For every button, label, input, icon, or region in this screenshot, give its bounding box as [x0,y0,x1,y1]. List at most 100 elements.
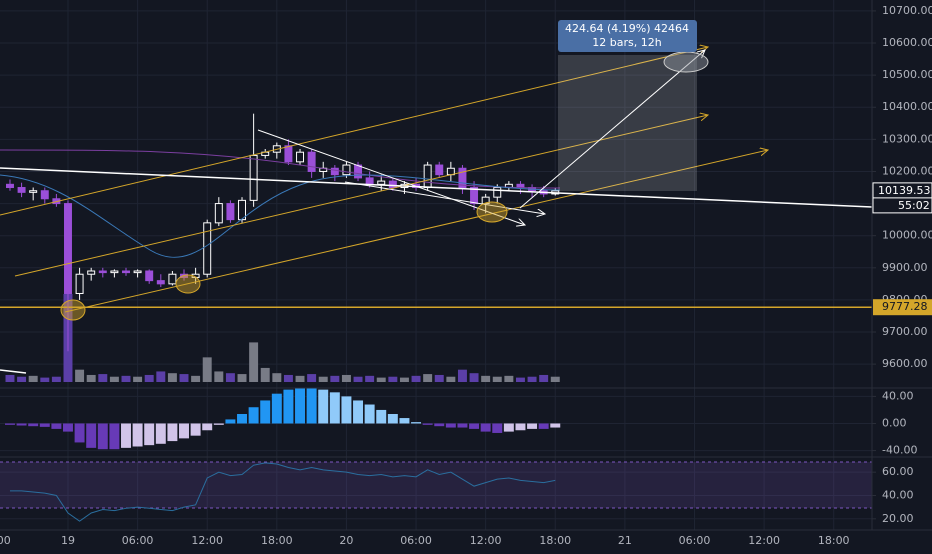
volume-bar [109,376,119,382]
y-tick-label: 10400.00 [882,100,932,113]
volume-bar [307,374,317,382]
candle-body [249,154,258,201]
trend-line [0,167,872,208]
macd-bar [492,423,503,433]
macd-bar [457,423,468,428]
candle-body [5,183,14,189]
candle-body [493,187,502,198]
candle-body [470,187,479,205]
macd-bar [341,396,352,424]
macd-bar [318,389,329,424]
volume-bar [191,375,201,382]
macd-bar [376,409,387,424]
x-tick-label: 18:00 [818,534,850,547]
volume-bar [365,375,375,382]
macd-bar [283,389,294,424]
x-tick-label: 20 [339,534,353,547]
candle-body [168,273,177,285]
volume-bar [388,376,398,382]
y-tick-label: 20.00 [882,512,914,525]
macd-bar [445,423,456,428]
macd-bar [97,423,108,450]
volume-bar [469,373,479,382]
macd-bar [527,423,538,429]
candle-body [365,177,374,185]
candle-body [40,190,49,200]
y-tick-label: 10600.00 [882,36,932,49]
volume-bar [272,373,282,382]
macd-bar [260,400,271,424]
volume-bar [17,376,27,382]
macd-bar [237,414,247,424]
candle-body [17,187,26,193]
candle-body [87,270,96,275]
volume-bar [202,357,212,382]
volume-bar [249,342,259,382]
trend-arrow [257,129,525,225]
macd-bar [155,423,166,444]
macd-bar [271,393,282,424]
candle-body [423,164,432,189]
rsi-band [0,462,872,508]
volume-bar [225,373,235,382]
macd-bar [144,423,155,446]
volume-bar [515,377,525,382]
x-tick-label: 12:00 [191,534,223,547]
volume-bar [399,377,409,382]
volume-bar [51,376,61,382]
volume-bar [98,374,108,382]
candle-body [133,270,142,274]
volume-bar [318,376,328,382]
candle-body [296,151,305,163]
candle-body [354,164,363,179]
macd-bar [411,422,422,424]
macd-bar [4,423,15,425]
highlight [60,299,86,321]
measure-box [558,55,697,191]
macd-bar [248,407,259,424]
candle-body [238,199,246,221]
candle-body [29,190,38,193]
volume-bar [527,376,537,382]
volume-bar [411,375,421,382]
y-tick-label: 40.00 [882,389,914,402]
macd-bar [480,423,491,432]
volume-bar [457,369,467,382]
measure-sub: 12 bars, 12h [592,36,661,49]
axes: 8:00 19 06:00 12:00 18:00 20 06:00 12:00 18:00 21… [0,4,932,547]
highlight [663,51,709,73]
moving-average [0,149,561,189]
macd-bar [109,423,120,450]
x-tick-label: 19 [61,534,75,547]
volume-bar [75,369,85,382]
volume-bar [341,374,351,382]
candle-body [226,203,235,221]
y-tick-label: 9900.00 [882,261,928,274]
volume-bar [167,373,177,382]
macd-bar [306,388,317,424]
macd-bar [74,423,85,443]
macd-bar [190,423,201,436]
y-tick-label: 10200.00 [882,164,932,177]
x-tick-label: 21 [618,534,632,547]
volume-bar [504,375,514,382]
volume-bar [481,375,491,382]
y-tick-label: 60.00 [882,465,914,478]
volume-bar [133,376,143,382]
volume-bar [260,367,270,382]
level-price-label: 9777.28 [882,300,928,313]
volume-bar [144,374,154,382]
macd-bar [538,423,549,429]
x-tick-label: 06:00 [400,534,432,547]
macd-bar [434,423,445,427]
macd-bar [202,423,213,431]
volume-bar [156,371,166,382]
y-tick-label: 10700.00 [882,4,932,17]
macd-bar [39,423,50,427]
highlight [175,274,201,294]
measure-label: 424.64 (4.19%) 42464 [565,22,689,35]
x-tick-label: 8:00 [0,534,11,547]
last-price-label: 10139.53 [878,184,931,197]
